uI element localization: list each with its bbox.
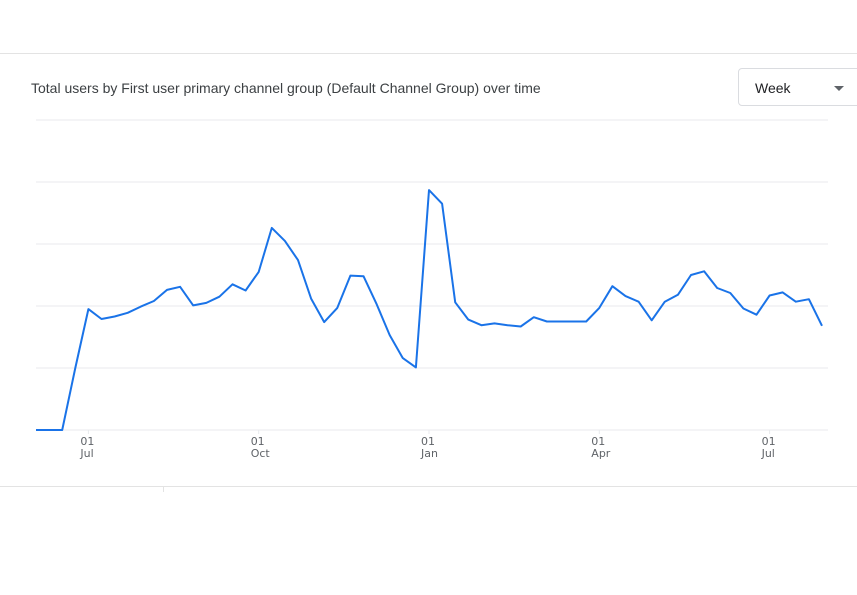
series-line-0 bbox=[36, 189, 823, 431]
chart-card: Total users by First user primary channe… bbox=[0, 53, 857, 487]
x-tick-label-day-4: 01 bbox=[762, 435, 776, 448]
chart-title: Total users by First user primary channe… bbox=[31, 80, 541, 96]
arrow-drop-down-icon bbox=[834, 86, 844, 91]
granularity-select-value: Week bbox=[755, 80, 791, 96]
x-tick-label-month-4: Jul bbox=[761, 447, 775, 460]
granularity-select[interactable]: Week bbox=[738, 68, 857, 106]
x-tick-label-month-1: Oct bbox=[251, 447, 271, 460]
x-tick-label-day-3: 01 bbox=[591, 435, 605, 448]
x-tick-label-month-0: Jul bbox=[79, 447, 93, 460]
x-tick-label-day-0: 01 bbox=[80, 435, 94, 448]
x-tick-label-day-2: 01 bbox=[421, 435, 435, 448]
grid-lines bbox=[36, 119, 828, 431]
series-layer bbox=[36, 189, 823, 431]
footer-divider bbox=[163, 486, 164, 492]
x-tick-label-month-2: Jan bbox=[420, 447, 438, 460]
x-tick-label-month-3: Apr bbox=[591, 447, 611, 460]
x-tick-label-day-1: 01 bbox=[251, 435, 265, 448]
